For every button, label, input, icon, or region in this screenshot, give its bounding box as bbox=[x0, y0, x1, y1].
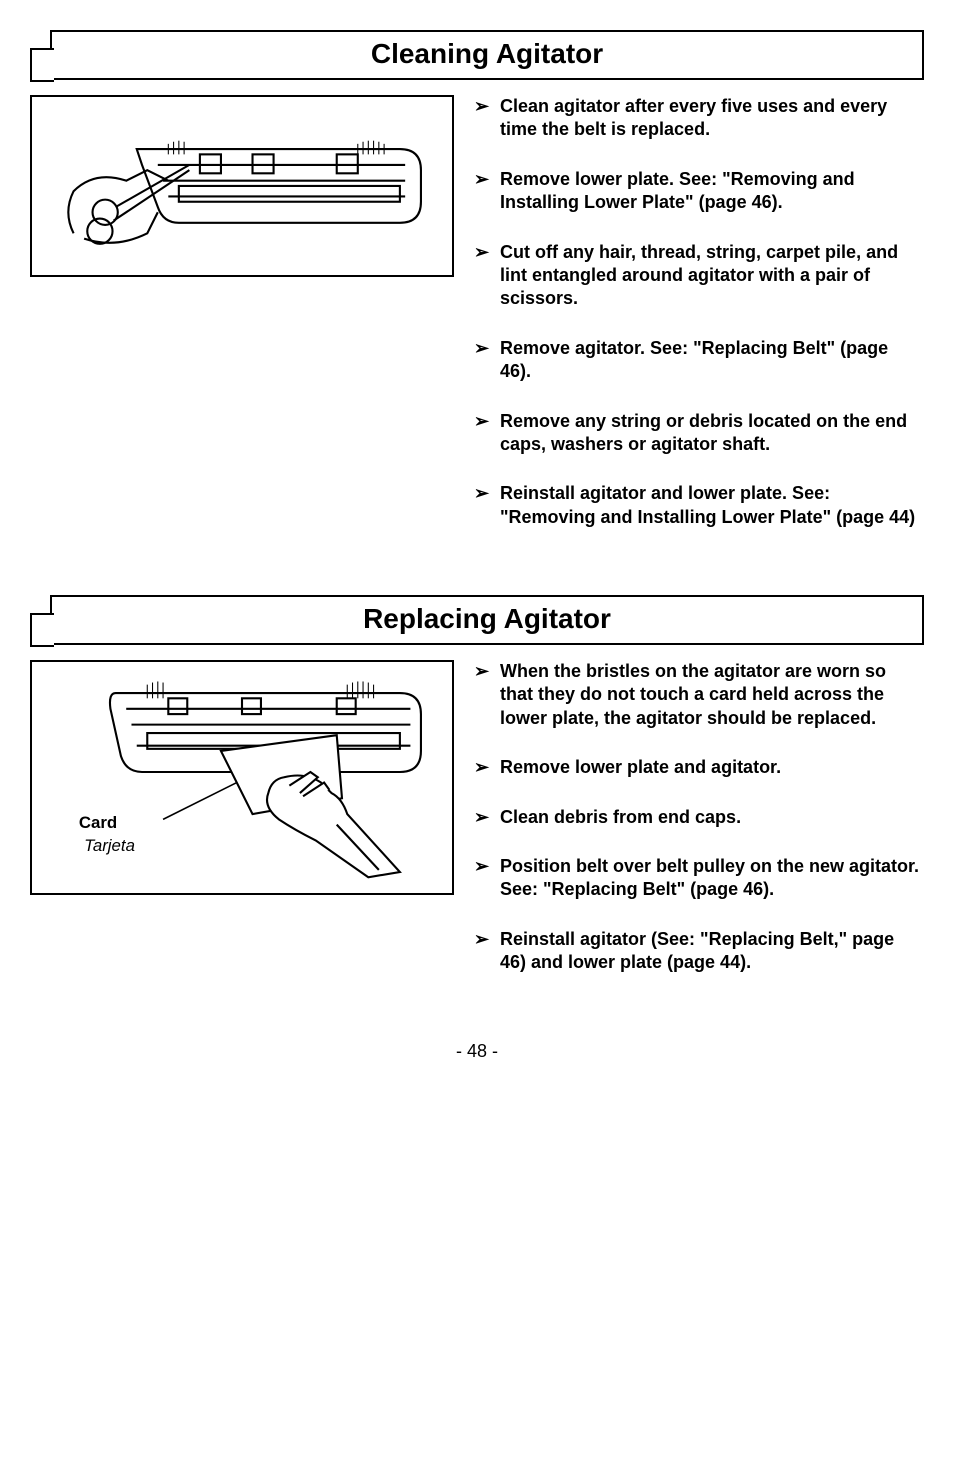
bullet-icon: ➢ bbox=[474, 241, 492, 311]
bullet-text: Remove lower plate and agitator. bbox=[500, 756, 781, 779]
section-header-replacing: Replacing Agitator bbox=[30, 595, 924, 645]
section-title: Replacing Agitator bbox=[50, 595, 924, 645]
section2-content: Card Tarjeta ➢When the bristles on the a… bbox=[30, 660, 924, 1001]
section1-bullets: ➢Clean agitator after every five uses an… bbox=[474, 95, 924, 555]
bullet-text: Remove lower plate. See: "Removing and I… bbox=[500, 168, 924, 215]
bullet-icon: ➢ bbox=[474, 806, 492, 829]
bullet-text: Clean debris from end caps. bbox=[500, 806, 741, 829]
cleaning-diagram bbox=[30, 95, 454, 277]
bullet-icon: ➢ bbox=[474, 168, 492, 215]
section1-content: ➢Clean agitator after every five uses an… bbox=[30, 95, 924, 555]
replacing-diagram: Card Tarjeta bbox=[30, 660, 454, 895]
bullet-icon: ➢ bbox=[474, 660, 492, 730]
bullet-text: Position belt over belt pulley on the ne… bbox=[500, 855, 924, 902]
card-label: Card bbox=[79, 813, 117, 832]
page-number: - 48 - bbox=[30, 1041, 924, 1062]
section2-bullets: ➢When the bristles on the agitator are w… bbox=[474, 660, 924, 1001]
bullet-icon: ➢ bbox=[474, 410, 492, 457]
bullet-text: Clean agitator after every five uses and… bbox=[500, 95, 924, 142]
bullet-text: When the bristles on the agitator are wo… bbox=[500, 660, 924, 730]
bullet-text: Reinstall agitator (See: "Replacing Belt… bbox=[500, 928, 924, 975]
section-title: Cleaning Agitator bbox=[50, 30, 924, 80]
bullet-icon: ➢ bbox=[474, 756, 492, 779]
card-label-alt: Tarjeta bbox=[84, 836, 135, 855]
bullet-icon: ➢ bbox=[474, 337, 492, 384]
bullet-icon: ➢ bbox=[474, 482, 492, 529]
bullet-icon: ➢ bbox=[474, 95, 492, 142]
section-header-cleaning: Cleaning Agitator bbox=[30, 30, 924, 80]
bullet-text: Remove any string or debris located on t… bbox=[500, 410, 924, 457]
bullet-icon: ➢ bbox=[474, 928, 492, 975]
bullet-text: Reinstall agitator and lower plate. See:… bbox=[500, 482, 924, 529]
bullet-text: Cut off any hair, thread, string, carpet… bbox=[500, 241, 924, 311]
bullet-text: Remove agitator. See: "Replacing Belt" (… bbox=[500, 337, 924, 384]
bullet-icon: ➢ bbox=[474, 855, 492, 902]
